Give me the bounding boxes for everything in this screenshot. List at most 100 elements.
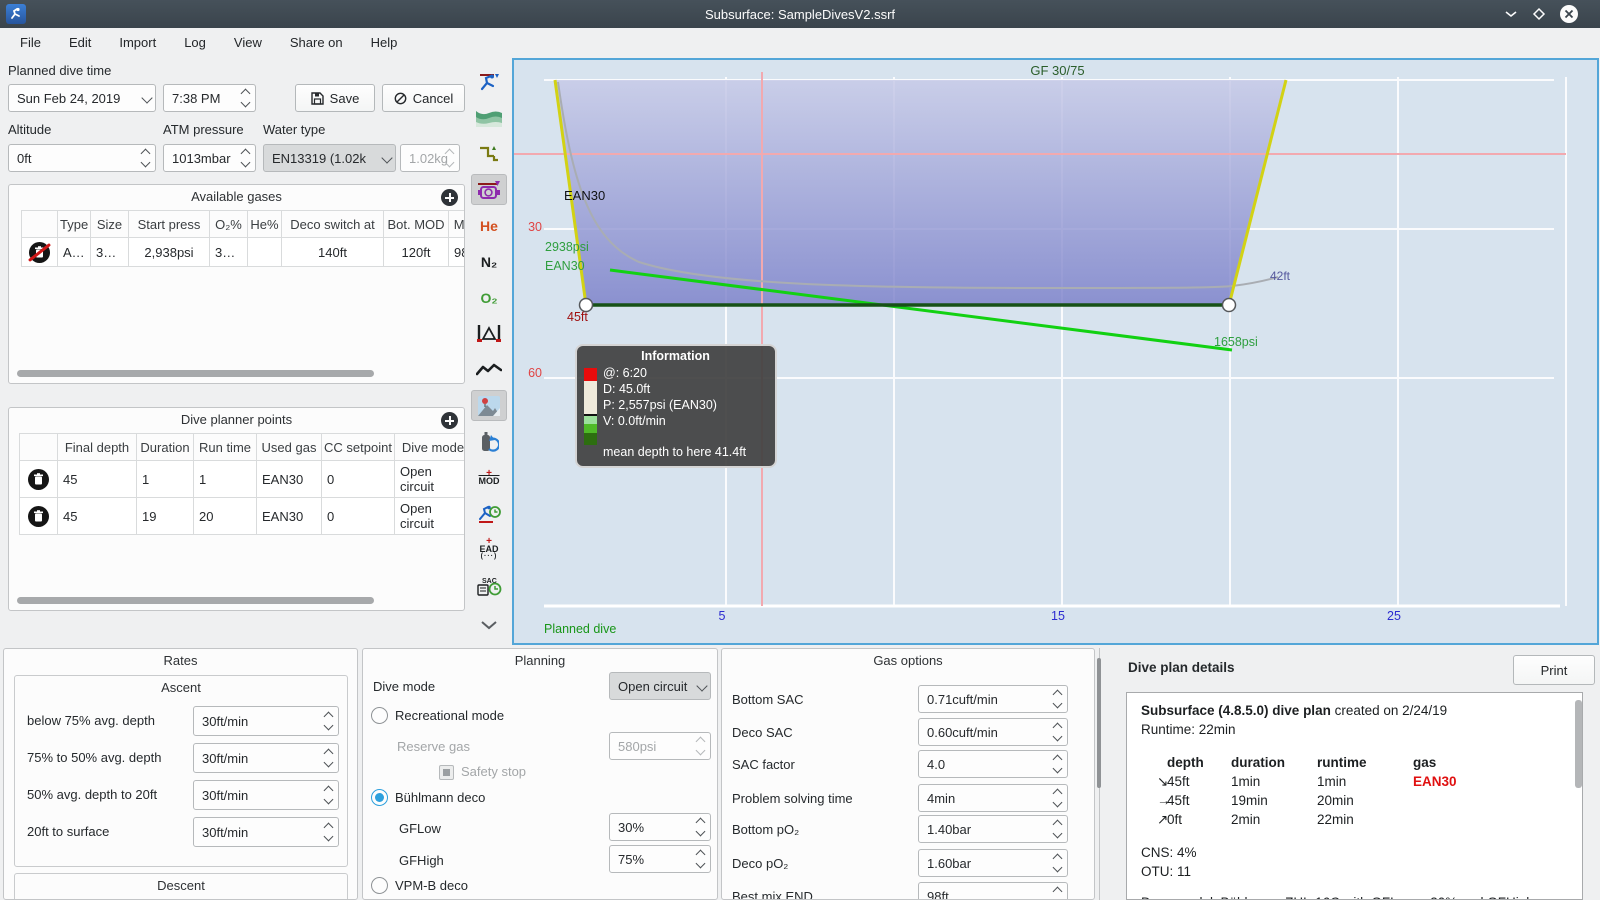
spin-down-icon[interactable] <box>1052 698 1062 709</box>
buhlmann-deco-radio[interactable] <box>371 789 388 806</box>
toggle-sac-icon[interactable]: SAC <box>471 570 507 601</box>
col-bot-mod[interactable]: Bot. MOD <box>383 210 449 238</box>
spinner-arrows[interactable] <box>1050 785 1064 811</box>
col-duration[interactable]: Duration <box>136 433 194 461</box>
col-type[interactable]: Type <box>57 210 91 238</box>
gflow-spinbox[interactable]: 30% <box>609 813 711 841</box>
spin-down-icon[interactable] <box>1052 895 1062 899</box>
plan-notes-scrollbar[interactable] <box>1575 700 1582 788</box>
point-used-gas[interactable]: EAN30 <box>256 460 322 498</box>
toggle-he-graph-icon[interactable]: He <box>471 210 507 241</box>
toggle-ead-icon[interactable]: + EAD (···) <box>471 534 507 565</box>
bottom-po2-spinbox[interactable]: 1.40bar <box>918 815 1068 843</box>
point-final-depth[interactable]: 45 <box>57 460 137 498</box>
gas-he[interactable] <box>247 237 282 267</box>
show-photos-icon[interactable] <box>471 390 507 421</box>
cancel-button[interactable]: Cancel <box>382 84 465 112</box>
atm-pressure-spinbox[interactable]: 1013mbar <box>163 144 256 172</box>
point-duration[interactable]: 19 <box>136 497 194 535</box>
points-horizontal-scrollbar[interactable] <box>17 597 374 604</box>
point-row[interactable]: 45 1 1 EAN30 0 Open circuit <box>19 460 464 498</box>
col-dive-mode[interactable]: Dive mode <box>394 433 464 461</box>
col-o2[interactable]: O₂% <box>209 210 248 238</box>
problem-solving-time-spinbox[interactable]: 4min <box>918 784 1068 812</box>
point-cc-setpoint[interactable]: 0 <box>321 460 395 498</box>
dive-date-combobox[interactable]: Sun Feb 24, 2019 <box>8 84 156 112</box>
spinner-arrows[interactable] <box>1050 719 1064 745</box>
ascent-rate4-spinbox[interactable]: 30ft/min <box>193 817 339 847</box>
water-salinity-icon[interactable] <box>471 102 507 133</box>
menu-view[interactable]: View <box>233 35 262 50</box>
minimize-icon[interactable] <box>1500 4 1522 24</box>
spinner-arrows[interactable] <box>321 707 335 735</box>
add-gas-button[interactable] <box>441 189 458 206</box>
spin-down-icon[interactable] <box>695 826 705 837</box>
spin-down-icon[interactable] <box>1052 763 1062 774</box>
spin-down-icon[interactable] <box>1052 797 1062 808</box>
point-run-time[interactable]: 20 <box>193 497 257 535</box>
gas-mnd[interactable]: 98ft <box>448 237 464 267</box>
spin-down-icon[interactable] <box>323 757 333 768</box>
profile-ruler-icon[interactable] <box>471 138 507 169</box>
spin-down-icon[interactable] <box>323 831 333 842</box>
col-he[interactable]: He% <box>247 210 282 238</box>
spin-down-icon[interactable] <box>323 794 333 805</box>
dive-profile-chart[interactable]: GF 30/75 EAN30 30 2938psi EAN30 45ft 60 … <box>512 58 1599 645</box>
recreational-mode-radio[interactable] <box>371 707 388 724</box>
vpmb-deco-radio[interactable] <box>371 877 388 894</box>
spin-down-icon[interactable] <box>140 157 150 168</box>
spin-down-icon[interactable] <box>323 720 333 731</box>
dc-events-icon[interactable] <box>471 66 507 97</box>
spinner-arrows[interactable] <box>321 818 335 846</box>
dive-mode-combobox[interactable]: Open circuit <box>609 672 711 700</box>
dive-profile-plot[interactable] <box>514 60 1597 643</box>
gas-type[interactable]: A… <box>57 237 91 267</box>
point-final-depth[interactable]: 45 <box>57 497 137 535</box>
point-duration[interactable]: 1 <box>136 460 194 498</box>
spin-down-icon[interactable] <box>1052 862 1062 873</box>
gas-o2[interactable]: 3… <box>209 237 248 267</box>
toggle-o2-graph-icon[interactable]: O₂ <box>471 282 507 313</box>
spinner-arrows[interactable] <box>321 744 335 772</box>
best-mix-end-spinbox[interactable]: 98ft <box>918 882 1068 899</box>
splitter-handle[interactable] <box>1097 658 1101 788</box>
dc-ceiling-icon[interactable] <box>471 174 507 205</box>
spinner-arrows[interactable] <box>1050 883 1064 899</box>
spin-down-icon[interactable] <box>695 858 705 869</box>
spinner-arrows[interactable] <box>1050 686 1064 712</box>
deco-sac-spinbox[interactable]: 0.60cuft/min <box>918 718 1068 746</box>
spinner-arrows[interactable] <box>1050 816 1064 842</box>
spinner-arrows[interactable] <box>1050 850 1064 876</box>
point-dive-mode[interactable]: Open circuit <box>394 497 464 535</box>
water-type-combobox[interactable]: EN13319 (1.02k <box>263 144 396 172</box>
point-cc-setpoint[interactable]: 0 <box>321 497 395 535</box>
deco-po2-spinbox[interactable]: 1.60bar <box>918 849 1068 877</box>
waypoint-handle[interactable] <box>578 297 594 313</box>
col-mnd[interactable]: MND <box>448 210 464 238</box>
spinner-arrows[interactable] <box>1050 751 1064 777</box>
menu-help[interactable]: Help <box>370 35 398 50</box>
toggle-n2-graph-icon[interactable]: N₂ <box>471 246 507 277</box>
col-start-press[interactable]: Start press <box>128 210 210 238</box>
spinner-arrows[interactable] <box>693 846 707 872</box>
col-size[interactable]: Size <box>90 210 129 238</box>
toggle-mod-icon[interactable]: + MOD <box>471 462 507 493</box>
altitude-spinbox[interactable]: 0ft <box>8 144 156 172</box>
tissue-saturation-icon[interactable] <box>471 318 507 349</box>
point-row[interactable]: 45 19 20 EAN30 0 Open circuit <box>19 497 464 535</box>
waypoint-handle[interactable] <box>1221 297 1237 313</box>
close-icon[interactable] <box>1558 4 1580 24</box>
gas-row[interactable]: A… 3… 2,938psi 3… 140ft 120ft 98ft <box>21 237 464 267</box>
gas-bot-mod[interactable]: 120ft <box>383 237 449 267</box>
gas-size[interactable]: 3… <box>90 237 129 267</box>
menu-import[interactable]: Import <box>119 35 157 50</box>
point-dive-mode[interactable]: Open circuit <box>394 460 464 498</box>
col-run-time[interactable]: Run time <box>193 433 257 461</box>
sac-factor-spinbox[interactable]: 4.0 <box>918 750 1068 778</box>
maximize-icon[interactable] <box>1528 4 1550 24</box>
spinner-arrows[interactable] <box>321 781 335 809</box>
menu-log[interactable]: Log <box>184 35 206 50</box>
dc-reported-ceiling-icon[interactable] <box>471 498 507 529</box>
add-point-button[interactable] <box>441 412 458 429</box>
ascent-rate1-spinbox[interactable]: 30ft/min <box>193 706 339 736</box>
